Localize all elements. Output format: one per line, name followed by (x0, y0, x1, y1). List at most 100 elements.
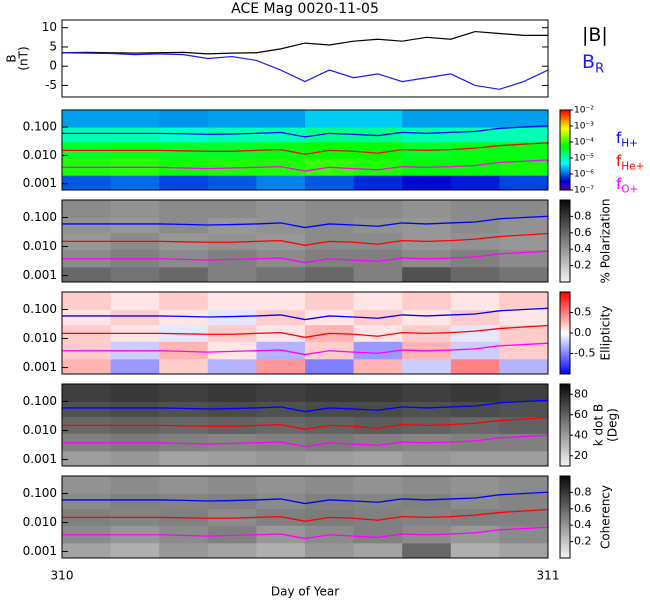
colorbar-tick-label: 0.2 (574, 535, 592, 548)
colorbar-swatch (560, 245, 570, 248)
colorbar-swatch (560, 506, 570, 510)
heatmap-cell (256, 200, 306, 218)
colorbar-swatch (560, 136, 570, 139)
heatmap-cell (305, 127, 355, 143)
heatmap-cell (207, 127, 257, 143)
colorbar-swatch (560, 271, 570, 275)
colorbar-swatch (560, 269, 570, 273)
heatmap-cell (305, 175, 355, 191)
colorbar-swatch (560, 488, 570, 491)
colorbar-swatch (560, 168, 570, 171)
colorbar-swatch (560, 324, 570, 328)
heatmap-cell (450, 493, 500, 510)
heatmap-cell (450, 433, 500, 452)
colorbar-swatch (560, 367, 570, 371)
colorbar-swatch (560, 128, 570, 131)
heatmap-cell (159, 309, 209, 326)
colorbar-swatch (560, 265, 570, 269)
colorbar-swatch (560, 420, 570, 424)
heatmap-cell (353, 416, 403, 434)
y-tick-label: -5 (45, 78, 57, 92)
y-tick-label: 0.001 (23, 176, 57, 190)
heatmap-cell (402, 476, 452, 494)
y-tick-label: 5 (49, 39, 57, 53)
colorbar-swatch (560, 408, 570, 412)
heatmap-cell (62, 127, 112, 143)
colorbar-tick-label: 10⁻³ (574, 122, 594, 132)
colorbar-swatch (560, 496, 570, 500)
colorbar-swatch (560, 394, 570, 397)
heatmap-cell (450, 110, 500, 128)
colorbar-swatch (560, 508, 570, 512)
colorbar-swatch (560, 267, 570, 271)
heatmap-cell (499, 401, 549, 418)
colorbar-swatch (560, 160, 570, 163)
heatmap-cell (402, 292, 452, 310)
heatmap-cell (159, 200, 209, 218)
colorbar-tick-label: 0.0 (574, 326, 592, 339)
heatmap-cell (305, 476, 355, 494)
heatmap-cell (207, 200, 257, 218)
heatmap-cell (159, 266, 209, 283)
heatmap-cell (402, 450, 452, 467)
colorbar-swatch (560, 459, 570, 463)
colorbar-swatch (560, 322, 570, 326)
heatmap-cell (450, 525, 500, 544)
colorbar-swatch (560, 261, 570, 265)
frequency-line (62, 250, 549, 264)
colorbar-swatch (560, 162, 570, 165)
heatmap-cell (207, 401, 257, 418)
colorbar-swatch (560, 148, 570, 151)
heatmap-cell (450, 127, 500, 143)
colorbar-swatch (560, 457, 570, 461)
heatmap-cell (402, 493, 452, 510)
colorbar-swatch (560, 416, 570, 420)
heatmap-cell (207, 433, 257, 452)
heatmap-cell (353, 542, 403, 559)
frequency-line (62, 307, 549, 321)
colorbar-swatch (560, 300, 570, 303)
colorbar-swatch (560, 388, 570, 391)
colorbar-swatch (560, 510, 570, 514)
colorbar-swatch (560, 527, 570, 530)
legend-subscript: H+ (621, 137, 638, 149)
colorbar-swatch (560, 158, 570, 161)
colorbar-tick-label: 0.2 (574, 259, 592, 272)
heatmap-cell (207, 476, 257, 494)
colorbar-swatch (560, 180, 570, 183)
legend-name: |B| (582, 24, 608, 46)
y-tick-label: 0.001 (23, 360, 57, 374)
heatmap-cell (353, 433, 403, 452)
heatmap-cell (62, 217, 112, 234)
frequency-line (62, 324, 549, 338)
colorbar-swatch (560, 514, 570, 518)
colorbar-swatch (560, 335, 570, 338)
colorbar-swatch (560, 320, 570, 324)
heatmap-cell (353, 158, 403, 176)
heatmap-cell (159, 542, 209, 559)
heatmap-cell (110, 476, 160, 494)
colorbar-swatch (560, 304, 570, 307)
colorbar-swatch (560, 531, 570, 534)
heatmap-cell (353, 249, 403, 268)
frequency-line (62, 526, 549, 540)
colorbar-swatch (560, 234, 570, 238)
colorbar-swatch (560, 478, 570, 481)
heatmap-cell (159, 401, 209, 418)
colorbar-swatch (560, 441, 570, 444)
heatmap-cell (110, 200, 160, 218)
chart-title: ACE Mag 0020-11-05 (231, 1, 379, 17)
heatmap-cell (305, 384, 355, 402)
colorbar-swatch (560, 251, 570, 254)
heatmap-cell (207, 266, 257, 283)
heatmap-cell (207, 450, 257, 467)
colorbar-swatch (560, 349, 570, 352)
colorbar-swatch (560, 174, 570, 177)
heatmap-cell (159, 292, 209, 310)
colorbar-swatch (560, 296, 570, 299)
colorbar-swatch (560, 529, 570, 532)
y-tick-label: 0.010 (23, 148, 57, 162)
heatmap-cell (62, 450, 112, 467)
x-tick-label: 311 (537, 569, 560, 583)
heatmap-cell (305, 292, 355, 310)
